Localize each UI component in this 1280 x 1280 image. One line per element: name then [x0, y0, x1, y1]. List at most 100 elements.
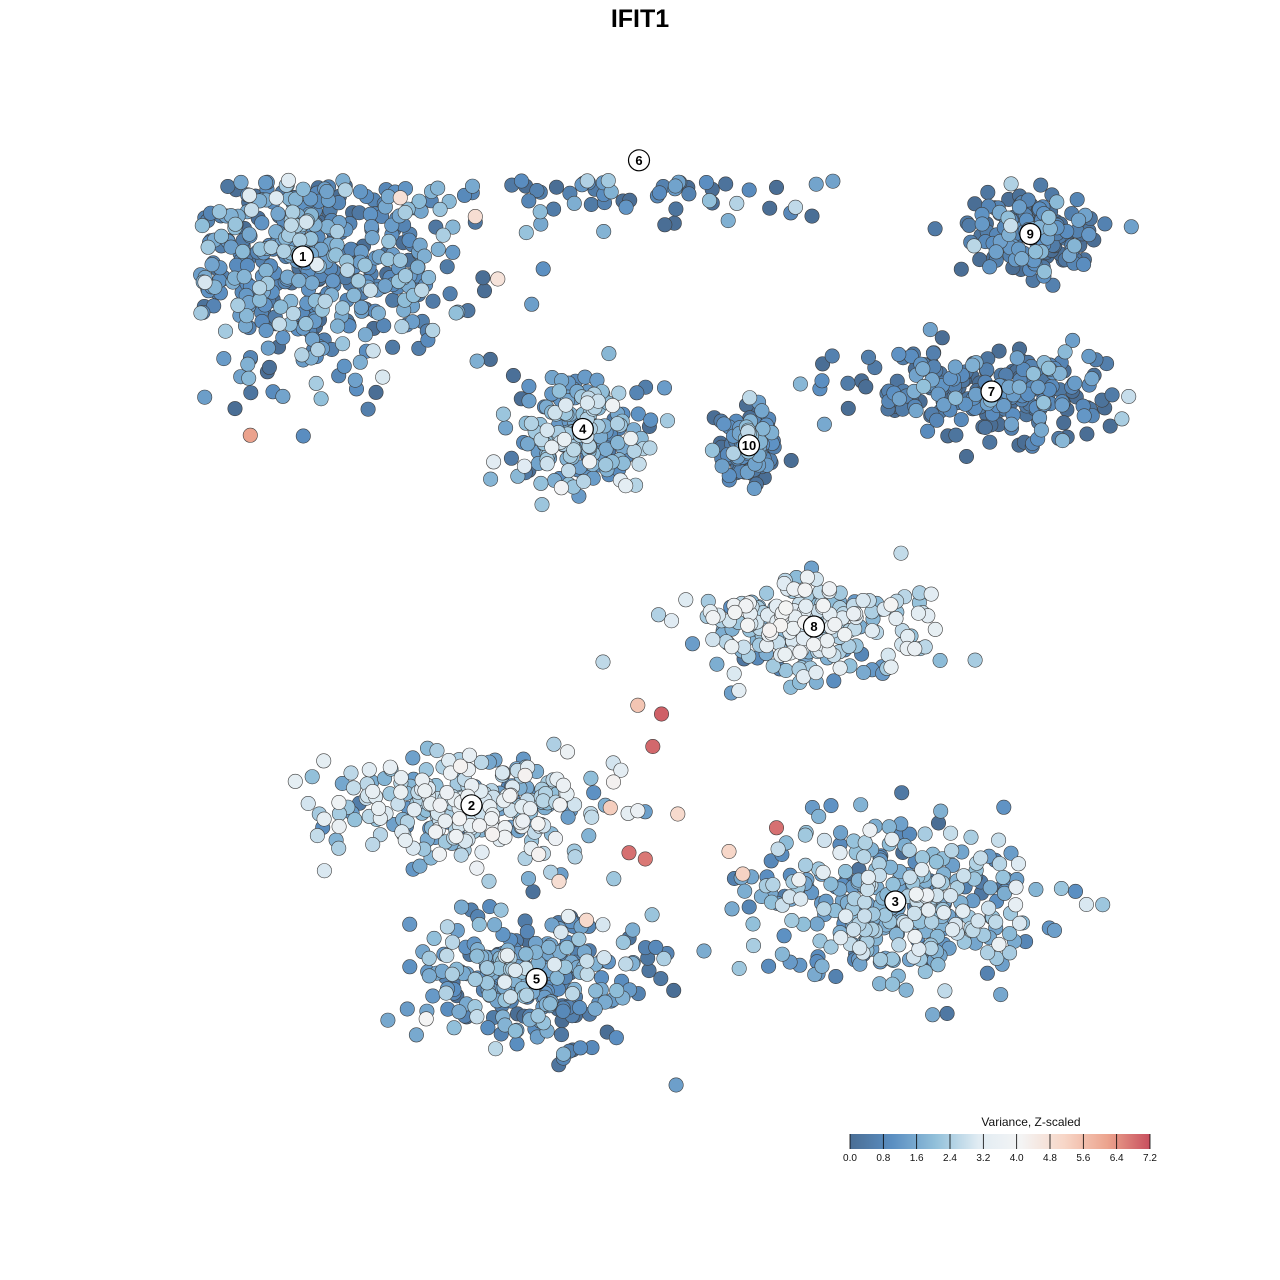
data-point — [1003, 176, 1019, 192]
data-point — [535, 261, 551, 277]
data-point — [808, 176, 824, 192]
data-point — [653, 971, 669, 987]
data-point — [934, 330, 950, 346]
data-point — [446, 1020, 462, 1036]
data-point — [329, 224, 345, 240]
data-point — [576, 473, 592, 489]
data-point — [667, 178, 683, 194]
data-point — [361, 762, 377, 778]
data-point — [855, 592, 871, 608]
data-point — [382, 759, 398, 775]
data-point — [915, 361, 931, 377]
data-point — [1104, 387, 1120, 403]
data-point — [980, 945, 996, 961]
data-point — [765, 877, 781, 893]
data-point — [497, 829, 513, 845]
data-point — [860, 869, 876, 885]
data-point — [828, 968, 844, 984]
data-point — [416, 248, 432, 264]
data-point — [518, 946, 534, 962]
data-point — [644, 907, 660, 923]
data-point — [241, 226, 257, 242]
data-point — [330, 318, 346, 334]
data-point — [814, 373, 830, 389]
data-point — [776, 928, 792, 944]
data-point — [483, 471, 499, 487]
data-point — [493, 902, 509, 918]
data-point — [1012, 915, 1028, 931]
data-point — [670, 806, 686, 822]
data-point — [1033, 177, 1049, 193]
data-point — [1002, 926, 1018, 942]
legend-title: Variance, Z-scaled — [981, 1115, 1080, 1129]
data-point — [862, 822, 878, 838]
data-point — [467, 209, 483, 225]
data-point — [1041, 360, 1057, 376]
data-point — [520, 436, 536, 452]
data-point — [544, 439, 560, 455]
data-point — [414, 282, 430, 298]
data-point — [827, 616, 843, 632]
data-point — [531, 846, 547, 862]
data-point — [804, 208, 820, 224]
data-point — [263, 239, 279, 255]
data-point — [469, 860, 485, 876]
cluster-label-4: 4 — [571, 417, 594, 441]
cluster-label-badge — [737, 434, 761, 457]
data-point — [922, 322, 938, 338]
data-point — [988, 244, 1004, 260]
data-point — [482, 351, 498, 367]
data-point — [534, 497, 550, 513]
data-point — [521, 378, 537, 394]
data-point — [542, 996, 558, 1012]
data-point — [816, 901, 832, 917]
data-point — [980, 184, 996, 200]
data-point — [797, 827, 813, 843]
data-point — [588, 983, 604, 999]
data-point — [347, 812, 363, 828]
data-point — [505, 367, 521, 383]
data-point — [1081, 227, 1097, 243]
data-point — [778, 600, 794, 616]
data-point — [716, 416, 732, 432]
data-point — [1028, 881, 1044, 897]
data-point — [762, 200, 778, 216]
data-point — [479, 960, 495, 976]
data-point — [425, 988, 441, 1004]
data-point — [872, 976, 888, 992]
data-point — [547, 405, 563, 421]
data-point — [1008, 879, 1024, 895]
data-point — [452, 758, 468, 774]
point-layer — [193, 172, 1139, 1093]
data-point — [418, 1011, 434, 1027]
data-point — [509, 1036, 525, 1052]
data-point — [566, 442, 582, 458]
data-point — [402, 959, 418, 975]
data-point — [955, 903, 971, 919]
data-point — [487, 917, 503, 933]
data-point — [579, 395, 595, 411]
data-point — [993, 987, 1009, 1003]
chart-title: IFIT1 — [611, 5, 669, 33]
data-point — [738, 598, 754, 614]
colorbar-tick-label: 5.6 — [1076, 1153, 1090, 1164]
data-point — [453, 899, 469, 915]
data-point — [795, 669, 811, 685]
data-point — [331, 840, 347, 856]
data-point — [608, 1030, 624, 1046]
data-point — [235, 244, 251, 260]
data-point — [252, 280, 268, 296]
data-point — [481, 873, 497, 889]
data-point — [535, 793, 551, 809]
data-point — [495, 406, 511, 422]
data-point — [872, 952, 888, 968]
data-point — [857, 908, 873, 924]
data-point — [853, 797, 869, 813]
data-point — [471, 916, 487, 932]
data-point — [814, 958, 830, 974]
data-point — [1069, 192, 1085, 208]
data-point — [797, 857, 813, 873]
data-point — [211, 204, 227, 220]
data-point — [825, 173, 841, 189]
data-point — [991, 343, 1007, 359]
